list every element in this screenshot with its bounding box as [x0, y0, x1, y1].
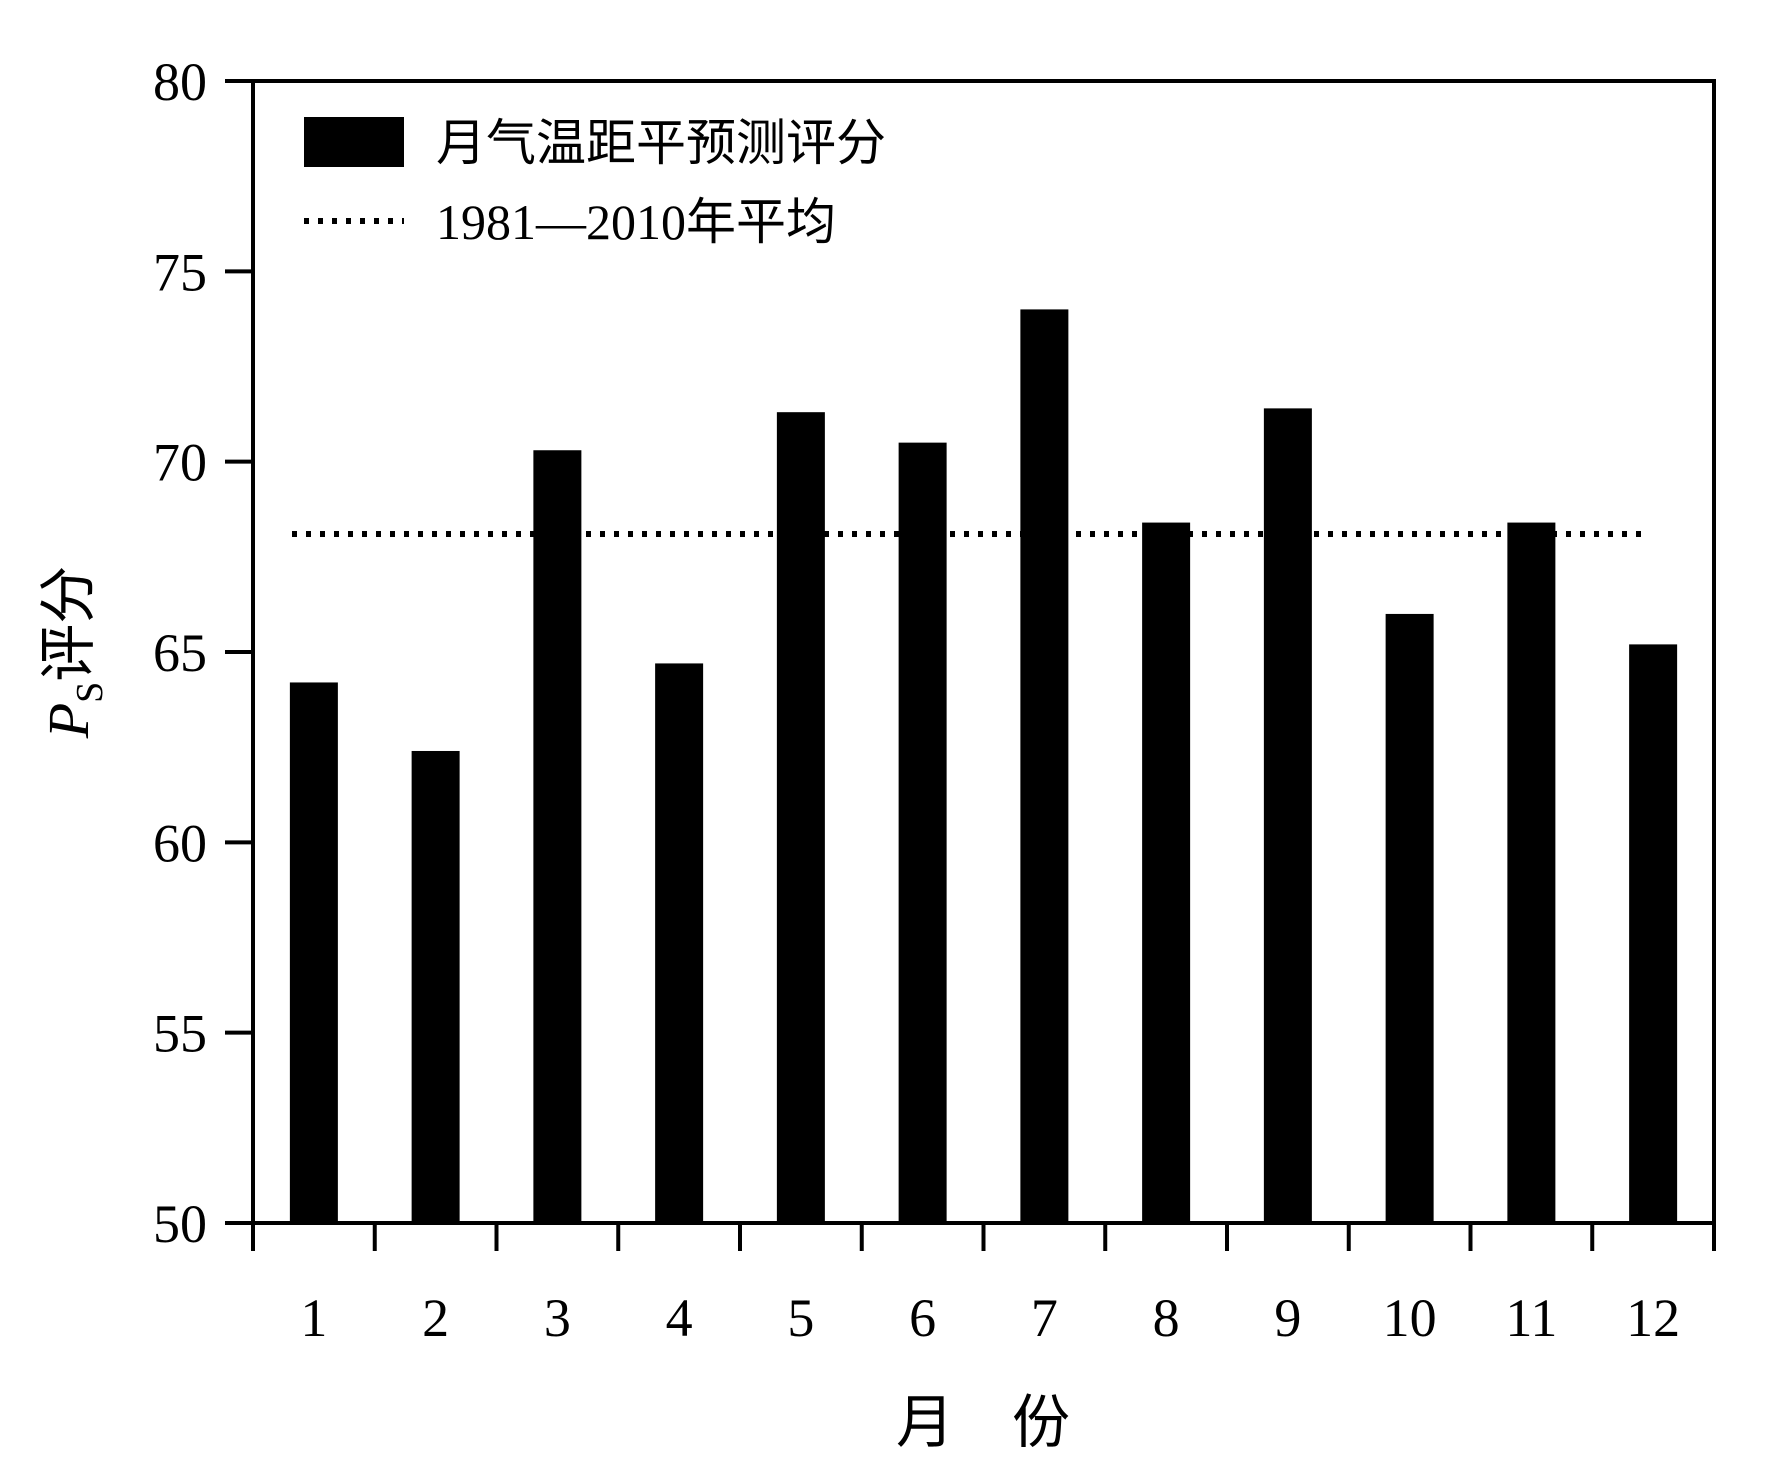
x-tick-label: 7	[1031, 1288, 1058, 1348]
y-tick-label: 80	[153, 52, 207, 112]
x-tick-label: 2	[422, 1288, 449, 1348]
bars	[289, 309, 1678, 1224]
legend: 月气温距平预测评分 1981—2010年平均	[304, 115, 886, 250]
x-tick-label: 10	[1383, 1288, 1437, 1348]
bar	[1385, 613, 1434, 1223]
bar	[898, 442, 947, 1224]
x-tick-label: 9	[1274, 1288, 1301, 1348]
bar	[776, 412, 825, 1223]
bar	[411, 750, 460, 1223]
legend-bar-swatch	[304, 117, 404, 167]
y-axis-title-suffix: 评分	[36, 566, 101, 682]
legend-bar-label: 月气温距平预测评分	[436, 115, 886, 171]
bar	[1263, 408, 1312, 1224]
bar	[289, 682, 338, 1223]
legend-reference-label: 1981—2010年平均	[436, 194, 836, 250]
y-tick-label: 55	[153, 1004, 207, 1064]
bar	[1020, 309, 1069, 1223]
x-tick-label: 6	[909, 1288, 936, 1348]
x-tick-label: 11	[1505, 1288, 1557, 1348]
x-axis: 1 2 3 4 5 6 7 8 9 10 11 12	[251, 1223, 1716, 1348]
y-tick-label: 75	[153, 242, 207, 302]
y-tick-label: 65	[153, 623, 207, 683]
x-axis-title: 月 份	[896, 1390, 1070, 1455]
x-tick-label: 3	[544, 1288, 571, 1348]
x-tick-label: 4	[666, 1288, 693, 1348]
bar	[1629, 644, 1678, 1223]
y-axis-title-main: P	[36, 703, 101, 739]
y-tick-label: 50	[153, 1194, 207, 1254]
plot-frame	[251, 79, 1716, 1225]
x-tick-label: 5	[787, 1288, 814, 1348]
y-axis-title: PS评分	[36, 566, 111, 740]
bar	[533, 450, 582, 1223]
bar	[1142, 522, 1191, 1223]
y-tick-label: 70	[153, 433, 207, 493]
x-tick-label: 8	[1153, 1288, 1180, 1348]
y-axis: 50 55 60 65 70 75 80	[153, 52, 253, 1254]
x-tick-label: 1	[300, 1288, 327, 1348]
y-tick-label: 60	[153, 813, 207, 873]
x-tick-label: 12	[1626, 1288, 1680, 1348]
bar	[1507, 522, 1556, 1223]
y-axis-title-subscript: S	[69, 682, 111, 703]
bar	[655, 663, 704, 1223]
